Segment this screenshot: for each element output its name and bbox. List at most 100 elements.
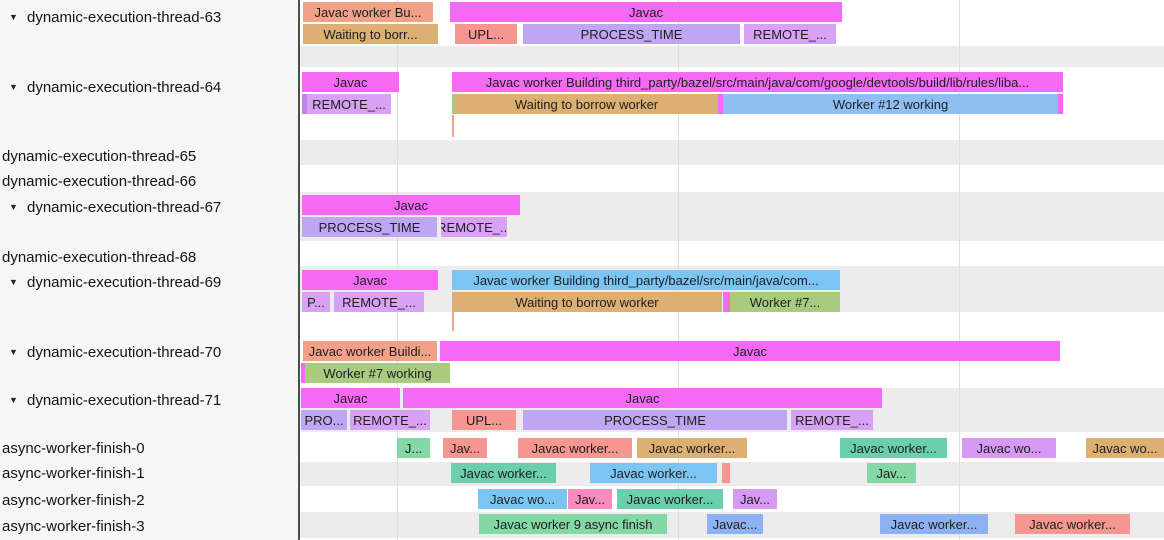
track-row[interactable]: ▼ async-worker-finish-3	[0, 517, 298, 535]
slice-label: Javac worker...	[1029, 516, 1116, 532]
slice-label: PROCESS_TIME	[318, 219, 421, 235]
timeline-slice[interactable]: Javac worker Buildi...	[303, 341, 437, 361]
track-row[interactable]: ▼ dynamic-execution-thread-64	[0, 78, 298, 96]
slice-label: J...	[404, 440, 423, 456]
timeline-slice[interactable]: Javac	[302, 270, 438, 290]
timeline-slice[interactable]	[723, 292, 730, 312]
timeline-slice[interactable]: Waiting to borr...	[303, 24, 438, 44]
timeline-slice[interactable]: Javac worker...	[451, 463, 556, 483]
track-row[interactable]: ▼ async-worker-finish-2	[0, 491, 298, 509]
timeline-slice[interactable]: PROCESS_TIME	[523, 410, 787, 430]
slice-label: Javac worker...	[648, 440, 736, 456]
track-row[interactable]: ▼ async-worker-finish-1	[0, 464, 298, 482]
timeline-slice[interactable]: Jav...	[443, 438, 487, 458]
timeline-slice[interactable]: Javac worker 9 async finish	[479, 514, 667, 534]
track-row[interactable]: ▼ dynamic-execution-thread-70	[0, 343, 298, 361]
timeline-slice[interactable]: Javac	[302, 195, 520, 215]
slice-label: Javac	[629, 4, 663, 20]
timeline-slice[interactable]: Javac worker...	[880, 514, 988, 534]
track-label: async-worker-finish-2	[2, 491, 145, 509]
timeline-slice[interactable]: Javac worker...	[1015, 514, 1130, 534]
collapse-triangle-icon[interactable]: ▼	[9, 277, 18, 287]
slice-label: REMOTE_...	[441, 219, 507, 235]
track-row[interactable]: ▼ async-worker-finish-0	[0, 439, 298, 457]
timeline-slice[interactable]: Worker #12 working	[723, 94, 1058, 114]
timeline-slice[interactable]: Javac	[301, 388, 400, 408]
timeline-slice[interactable]: Jav...	[867, 463, 916, 483]
timeline-slice[interactable]: REMOTE_...	[334, 292, 424, 312]
timeline-slice[interactable]: Worker #7...	[730, 292, 840, 312]
slice-label: Worker #7...	[749, 294, 821, 310]
timeline-slice[interactable]	[301, 363, 305, 383]
timeline-slice[interactable]: Javac	[403, 388, 882, 408]
event-marker-line	[452, 115, 454, 137]
timeline-canvas[interactable]: Javac worker Bu... Javac Waiting to borr…	[300, 0, 1164, 540]
timeline-slice[interactable]: Javac worker...	[617, 489, 723, 509]
track-label: async-worker-finish-3	[2, 517, 145, 535]
slice-label: Javac wo...	[976, 440, 1042, 456]
track-row[interactable]: ▼ dynamic-execution-thread-69	[0, 273, 298, 291]
timeline-slice[interactable]	[1058, 94, 1063, 114]
slice-label: Javac wo...	[1092, 440, 1158, 456]
collapse-triangle-icon[interactable]: ▼	[9, 12, 18, 22]
slice-label: Javac worker Building third_party/bazel/…	[485, 74, 1030, 90]
timeline-slice[interactable]: REMOTE_...	[307, 94, 391, 114]
collapse-triangle-icon[interactable]: ▼	[9, 82, 18, 92]
timeline-slice[interactable]: REMOTE_...	[744, 24, 836, 44]
slice-label: Worker #12 working	[832, 96, 949, 112]
track-row[interactable]: ▼ dynamic-execution-thread-67	[0, 198, 298, 216]
timeline-slice[interactable]	[718, 94, 723, 114]
timeline-slice[interactable]	[302, 94, 307, 114]
timeline-slice[interactable]	[722, 463, 730, 483]
timeline-slice[interactable]: Javac wo...	[1086, 438, 1164, 458]
timeline-slice[interactable]: Javac wo...	[962, 438, 1056, 458]
slice-label: PROCESS_TIME	[604, 412, 706, 428]
track-label: dynamic-execution-thread-65	[2, 147, 197, 165]
timeline-slice[interactable]: Javac	[440, 341, 1060, 361]
timeline-slice[interactable]: PRO...	[301, 410, 347, 430]
slice-label: Javac worker...	[890, 516, 978, 532]
event-marker-line	[452, 312, 454, 331]
timeline-slice[interactable]: Javac	[302, 72, 399, 92]
track-row[interactable]: ▼ dynamic-execution-thread-65	[0, 147, 298, 165]
slice-label: Javac	[333, 74, 368, 90]
slice-label: Worker #7 working	[323, 365, 432, 381]
collapse-triangle-icon[interactable]: ▼	[9, 347, 18, 357]
timeline-slice[interactable]: REMOTE_...	[350, 410, 430, 430]
slice-label: PRO...	[304, 412, 344, 428]
timeline-slice[interactable]: PROCESS_TIME	[302, 217, 437, 237]
timeline-slice[interactable]: Jav...	[568, 489, 612, 509]
timeline-slice[interactable]: Javac worker Building third_party/bazel/…	[452, 72, 1063, 92]
timeline-slice[interactable]: Javac worker Building third_party/bazel/…	[452, 270, 840, 290]
timeline-slice[interactable]: Javac wo...	[478, 489, 567, 509]
track-row[interactable]: ▼ dynamic-execution-thread-68	[0, 248, 298, 266]
timeline-slice[interactable]	[452, 94, 456, 114]
timeline-slice[interactable]: P...	[302, 292, 330, 312]
timeline-slice[interactable]: Waiting to borrow worker	[452, 292, 722, 312]
collapse-triangle-icon[interactable]: ▼	[9, 395, 18, 405]
track-row[interactable]: ▼ dynamic-execution-thread-66	[0, 172, 298, 190]
timeline-slice[interactable]: REMOTE_...	[791, 410, 873, 430]
collapse-triangle-icon[interactable]: ▼	[9, 202, 18, 212]
timeline-slice[interactable]: Javac worker...	[840, 438, 947, 458]
timeline-slice[interactable]: J...	[397, 438, 430, 458]
timeline-slice[interactable]: Javac	[450, 2, 842, 22]
timeline-slice[interactable]: Worker #7 working	[305, 363, 450, 383]
timeline-slice[interactable]: Javac worker Bu...	[303, 2, 433, 22]
track-row[interactable]: ▼ dynamic-execution-thread-63	[0, 8, 298, 26]
track-label: async-worker-finish-1	[2, 464, 145, 482]
timeline-slice[interactable]: UPL...	[452, 410, 516, 430]
timeline-slice[interactable]: Javac worker...	[637, 438, 747, 458]
timeline-slice[interactable]: Javac...	[707, 514, 763, 534]
slice-label: REMOTE_...	[342, 294, 416, 310]
timeline-slice[interactable]: REMOTE_...	[441, 217, 507, 237]
timeline-slice[interactable]: PROCESS_TIME	[523, 24, 740, 44]
timeline-slice[interactable]: Waiting to borrow worker	[455, 94, 718, 114]
track-label: dynamic-execution-thread-66	[2, 172, 197, 190]
timeline-slice[interactable]: Jav...	[733, 489, 777, 509]
timeline-slice[interactable]: Javac worker...	[518, 438, 632, 458]
timeline-slice[interactable]: UPL...	[455, 24, 517, 44]
slice-label: REMOTE_...	[353, 412, 427, 428]
timeline-slice[interactable]: Javac worker...	[590, 463, 717, 483]
track-row[interactable]: ▼ dynamic-execution-thread-71	[0, 391, 298, 409]
